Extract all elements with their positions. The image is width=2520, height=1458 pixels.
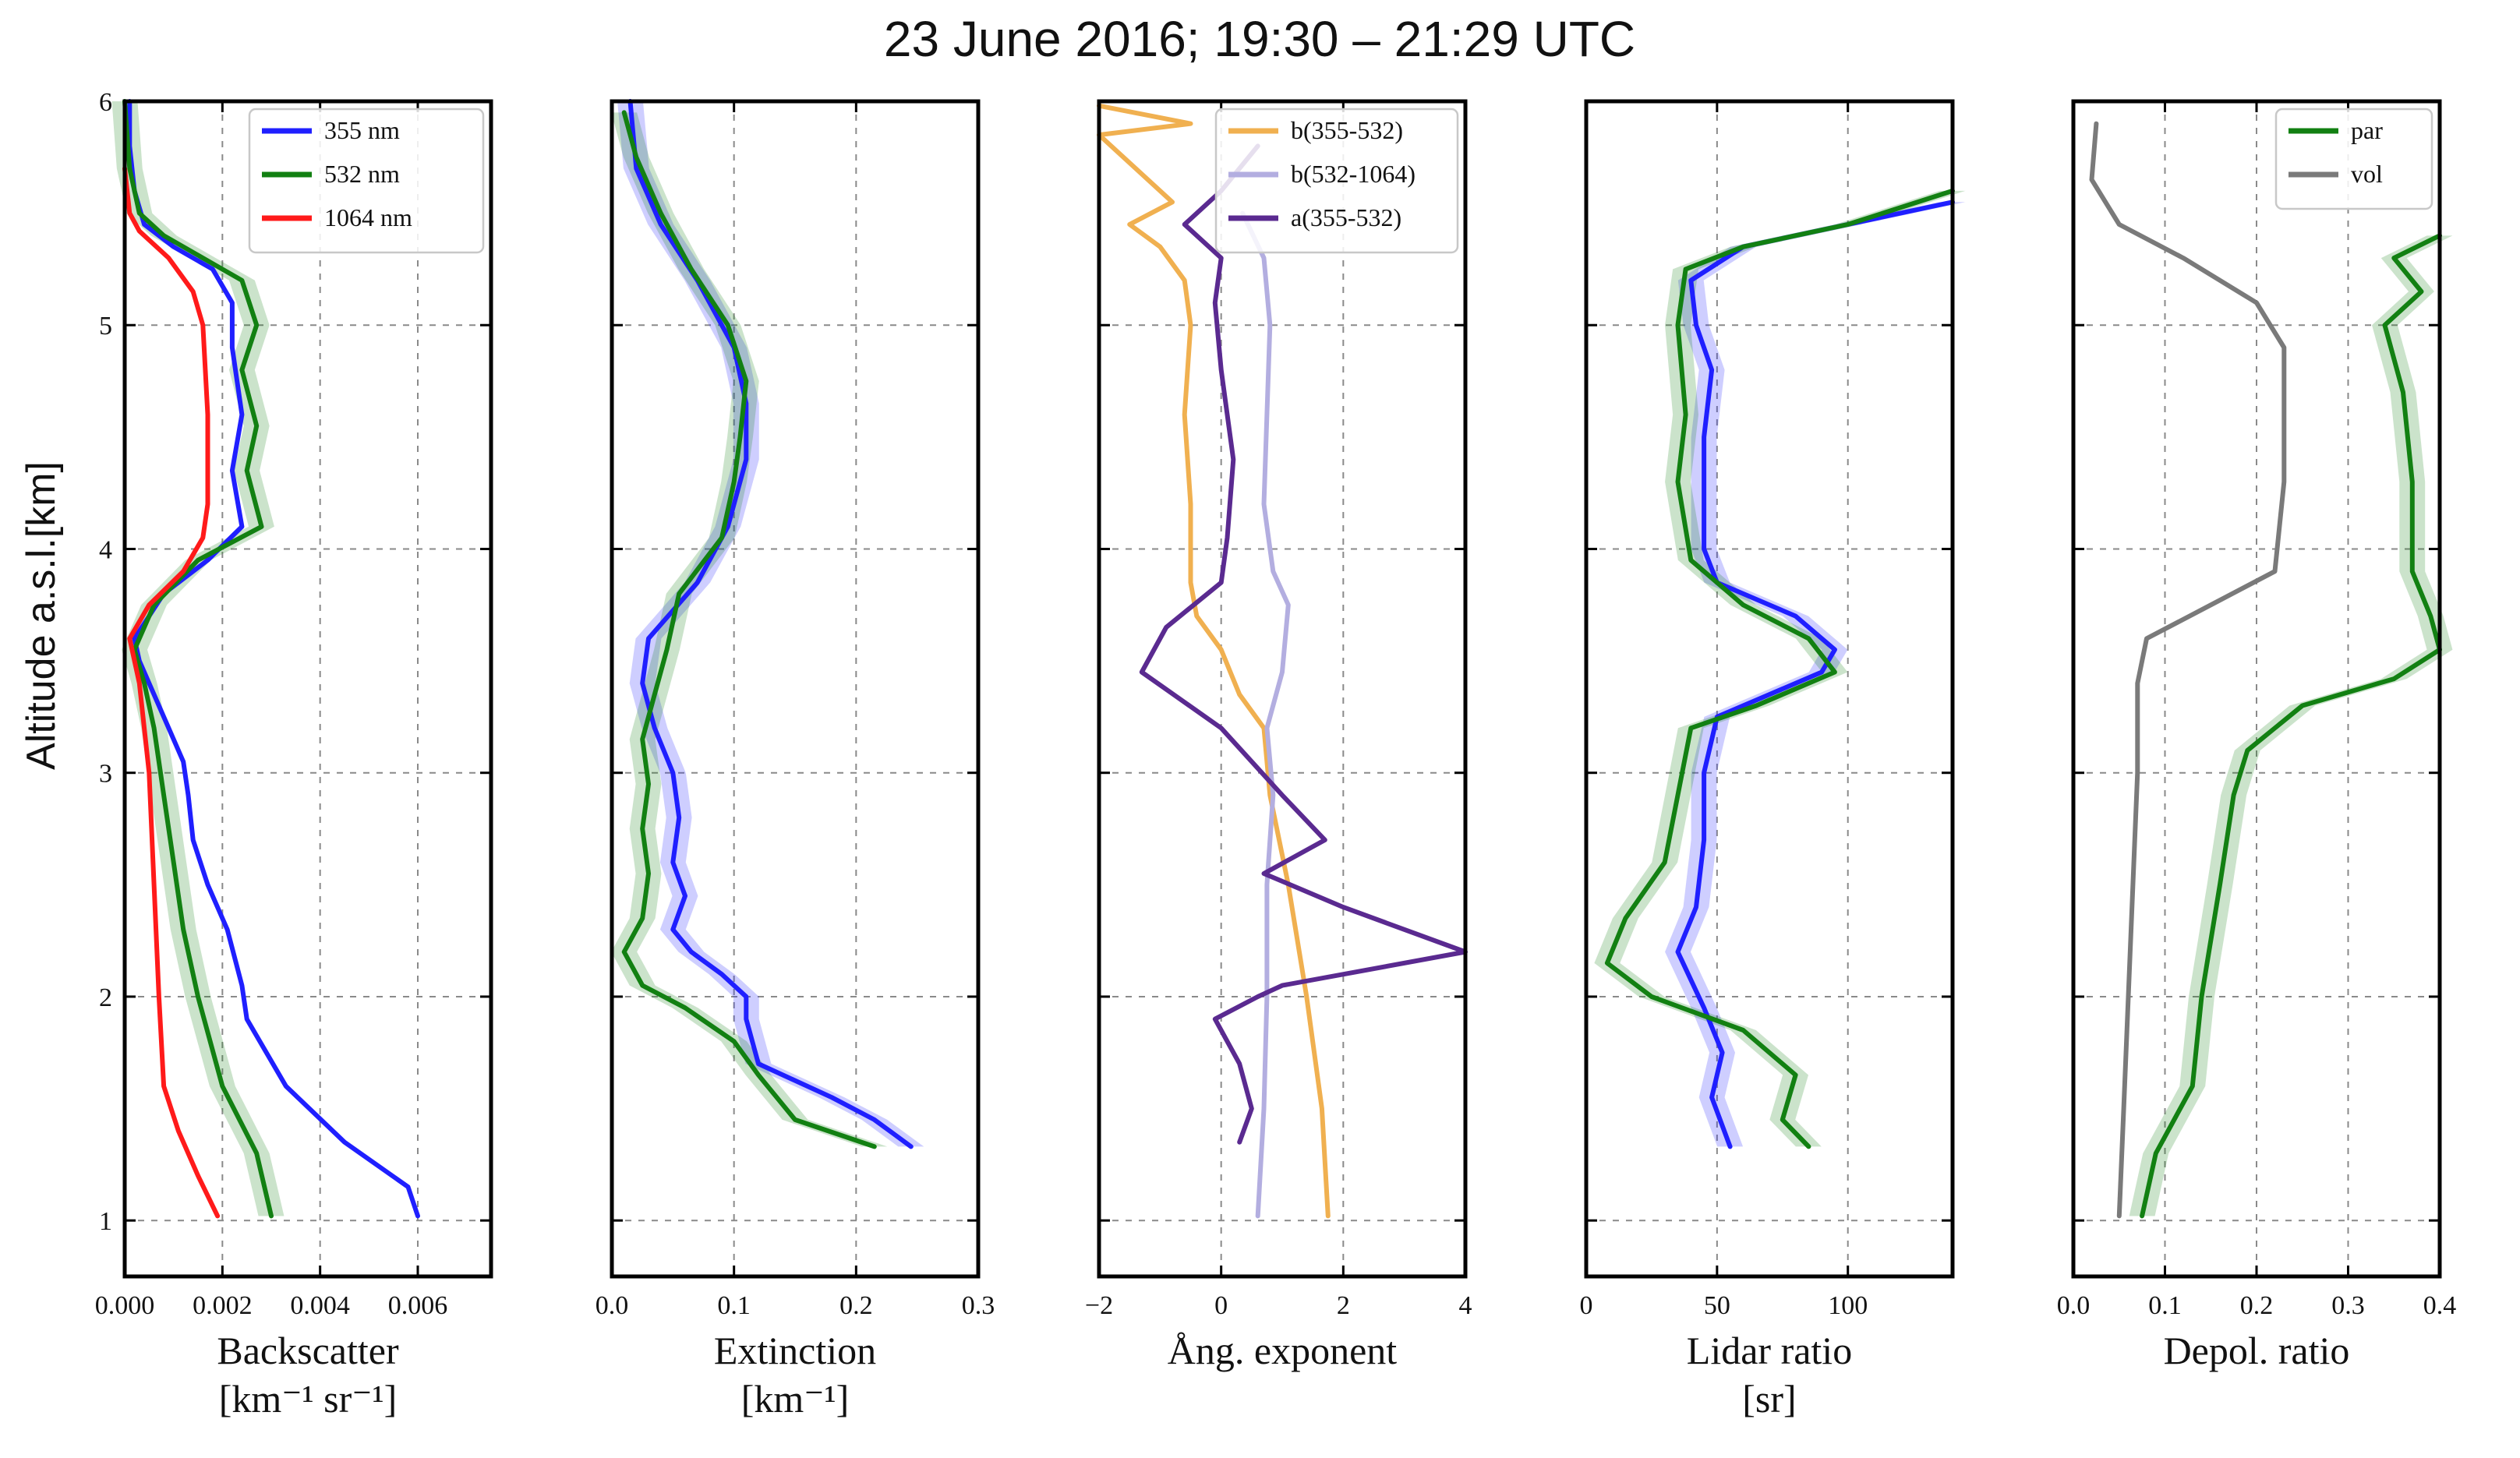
x-axis-label: [sr] bbox=[1742, 1377, 1796, 1421]
series-line bbox=[1139, 143, 1468, 1145]
series-line bbox=[1097, 103, 1331, 1219]
x-axis-label: Backscatter bbox=[217, 1329, 399, 1372]
x-tick-label: 2 bbox=[1337, 1291, 1350, 1320]
uncertainty-band bbox=[1594, 190, 1966, 1147]
series-line bbox=[1604, 188, 1955, 1149]
series-line bbox=[621, 110, 877, 1149]
legend-label: par bbox=[2351, 116, 2383, 144]
x-tick-label: 0.2 bbox=[839, 1291, 873, 1320]
x-tick-label: 0.006 bbox=[388, 1291, 448, 1320]
x-axis-label: [km⁻¹ sr⁻¹] bbox=[219, 1377, 398, 1421]
x-tick-label: −2 bbox=[1085, 1291, 1113, 1320]
legend-label: a(355-532) bbox=[1291, 203, 1401, 231]
y-tick-label: 2 bbox=[99, 983, 112, 1012]
x-tick-label: 0.4 bbox=[2423, 1291, 2457, 1320]
plot-frame bbox=[122, 99, 493, 1279]
x-tick-label: 0.004 bbox=[290, 1291, 350, 1320]
panel-4: 0 50 100 Lidar ratio [sr] bbox=[1580, 99, 1966, 1421]
panel-5: 0.0 0.1 0.2 0.3 0.4 Depol. ratio par vol bbox=[2057, 99, 2457, 1372]
x-axis-label: Extinction bbox=[714, 1329, 876, 1372]
x-tick-label: 4 bbox=[1459, 1291, 1472, 1320]
y-tick-label: 1 bbox=[99, 1207, 112, 1236]
uncertainty-band bbox=[2129, 235, 2453, 1216]
legend-label: 532 nm bbox=[324, 160, 400, 188]
panels: 0.000 0.002 0.004 0.006123456Backscatter[km… bbox=[95, 88, 2457, 1421]
series-line bbox=[2140, 233, 2442, 1219]
legend-label: vol bbox=[2351, 160, 2383, 188]
plot-frame bbox=[1584, 99, 1955, 1279]
legend-box bbox=[2274, 108, 2433, 210]
y-tick-label: 3 bbox=[99, 760, 112, 789]
x-tick-label: 0.1 bbox=[717, 1291, 751, 1320]
x-tick-label: 0.3 bbox=[962, 1291, 995, 1320]
x-axis-label: [km⁻¹] bbox=[741, 1377, 850, 1421]
legend-label: b(355-532) bbox=[1291, 116, 1403, 144]
x-tick-label: 0 bbox=[1214, 1291, 1228, 1320]
x-tick-label: 0.000 bbox=[95, 1291, 155, 1320]
legend-label: 355 nm bbox=[324, 116, 400, 144]
figure-title: 23 June 2016; 19:30 – 21:29 UTC bbox=[884, 11, 1635, 67]
series-line bbox=[122, 166, 221, 1219]
uncertainty-band bbox=[611, 112, 888, 1147]
x-tick-label: 0.002 bbox=[193, 1291, 253, 1320]
x-tick-label: 0.0 bbox=[596, 1291, 629, 1320]
x-tick-label: 0 bbox=[1580, 1291, 1593, 1320]
x-tick-label: 0.0 bbox=[2057, 1291, 2091, 1320]
x-axis-label: Depol. ratio bbox=[2164, 1329, 2350, 1372]
x-tick-label: 50 bbox=[1704, 1291, 1730, 1320]
panel-3: −2 0 2 4 Ång. exponent b(355-532) b(532-1064) a… bbox=[1085, 99, 1472, 1372]
x-tick-label: 0.2 bbox=[2240, 1291, 2274, 1320]
series-line bbox=[122, 99, 274, 1219]
x-axis-label: Ång. exponent bbox=[1168, 1329, 1397, 1372]
legend-label: 1064 nm bbox=[324, 203, 412, 231]
y-axis-label: Altitude a.s.l.[km] bbox=[19, 461, 64, 770]
panel-1: 0.000 0.002 0.004 0.006 1 2 3 4 5 6 Backscatter [km… bbox=[95, 88, 493, 1421]
series-line bbox=[2089, 121, 2287, 1219]
plot-frame bbox=[1097, 99, 1468, 1279]
x-tick-label: 0.3 bbox=[2331, 1291, 2365, 1320]
x-tick-label: 0.1 bbox=[2148, 1291, 2182, 1320]
y-tick-label: 6 bbox=[99, 88, 112, 117]
uncertainty-band bbox=[111, 101, 285, 1216]
series-line bbox=[1240, 210, 1291, 1219]
uncertainty-band bbox=[617, 101, 924, 1147]
y-tick-label: 4 bbox=[99, 535, 112, 564]
plot-frame bbox=[610, 99, 981, 1279]
panel-2: 0.0 0.1 0.2 0.3 Extinction [km⁻¹] bbox=[596, 99, 995, 1421]
series-line bbox=[1675, 199, 1955, 1149]
y-tick-label: 5 bbox=[99, 312, 112, 341]
series-line bbox=[127, 99, 420, 1219]
x-axis-label: Lidar ratio bbox=[1687, 1329, 1852, 1372]
legend-label: b(532-1064) bbox=[1291, 160, 1416, 188]
x-tick-label: 100 bbox=[1828, 1291, 1868, 1320]
